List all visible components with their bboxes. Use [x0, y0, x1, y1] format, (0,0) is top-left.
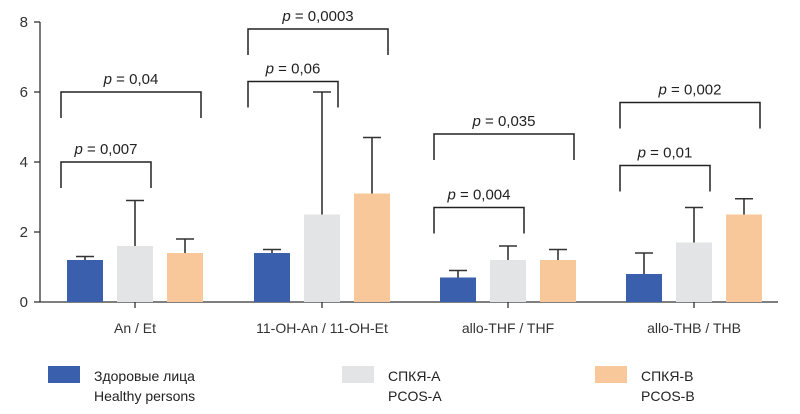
y-tick-label: 8	[20, 14, 28, 31]
category-label: allo-THF / THF	[462, 320, 554, 336]
legend-swatch	[595, 366, 627, 383]
p-value-label: p = 0,04	[103, 71, 159, 88]
p-symbol: p	[265, 61, 274, 78]
p-value-text: = 0,007	[83, 141, 138, 158]
y-tick-label: 0	[20, 294, 28, 311]
significance-bracket	[247, 28, 389, 55]
bar	[167, 253, 203, 302]
significance-bracket	[619, 164, 711, 192]
bar	[626, 274, 662, 302]
legend-swatch	[342, 366, 374, 383]
significance-bracket	[433, 206, 525, 234]
significance-bracket	[247, 80, 339, 108]
bar	[490, 260, 526, 302]
bar	[67, 260, 103, 302]
p-value-label: p = 0,035	[472, 113, 536, 130]
p-value-text: = 0,035	[481, 113, 536, 130]
significance-bracket	[619, 101, 761, 129]
p-symbol: p	[447, 187, 456, 204]
legend-label-en: Healthy persons	[94, 388, 195, 404]
y-tick-label: 6	[20, 84, 28, 101]
p-value-text: = 0,0003	[291, 8, 354, 25]
category-label: 11-OH-An / 11-OH-Et	[256, 320, 388, 336]
legend-label-ru: СПКЯ-В	[641, 368, 693, 384]
legend-swatch	[48, 366, 80, 383]
bar	[676, 242, 712, 302]
p-value-label: p = 0,06	[265, 61, 321, 78]
p-value-label: p = 0,01	[637, 145, 693, 162]
p-value-text: = 0,04	[112, 71, 158, 88]
bar	[540, 260, 576, 302]
y-tick-label: 4	[20, 154, 28, 171]
p-symbol: p	[637, 145, 646, 162]
p-value-label: p = 0,004	[447, 187, 511, 204]
p-value-text: = 0,06	[274, 61, 320, 78]
significance-bracket	[60, 91, 202, 118]
category-label: allo-THB / THB	[647, 320, 741, 336]
p-value-text: = 0,002	[667, 82, 722, 99]
category-label: An / Et	[114, 320, 156, 336]
legend-label-ru: СПКЯ-А	[388, 368, 441, 384]
p-value-label: p = 0,007	[74, 141, 138, 158]
y-tick-label: 2	[20, 224, 28, 241]
p-value-text: = 0,004	[456, 187, 511, 204]
bar	[117, 246, 153, 302]
p-symbol: p	[74, 141, 83, 158]
p-value-label: p = 0,002	[658, 82, 722, 99]
legend-label-en: PCOS-B	[641, 388, 695, 404]
p-symbol: p	[103, 71, 112, 88]
bar	[304, 214, 340, 302]
bar	[726, 214, 762, 302]
error-bars	[76, 91, 753, 278]
p-symbol: p	[658, 82, 667, 99]
legend-label-en: PCOS-A	[388, 388, 442, 404]
bar	[354, 193, 390, 302]
p-symbol: p	[472, 113, 481, 130]
bars	[67, 193, 762, 302]
p-symbol: p	[281, 8, 290, 25]
p-value-label: p = 0,0003	[281, 8, 353, 25]
significance-bracket	[60, 161, 152, 188]
bar	[440, 277, 476, 302]
legend-label-ru: Здоровые лица	[94, 368, 195, 384]
bar	[254, 253, 290, 302]
legend: Здоровые лица Healthy persons СПКЯ-А PCOS-A…	[48, 366, 695, 404]
p-value-text: = 0,01	[646, 145, 692, 162]
axes: 0 2 4 6 8 An / Et 11-OH-An / 11-OH-Et allo-THF …	[20, 14, 778, 336]
significance-bracket	[433, 133, 575, 160]
